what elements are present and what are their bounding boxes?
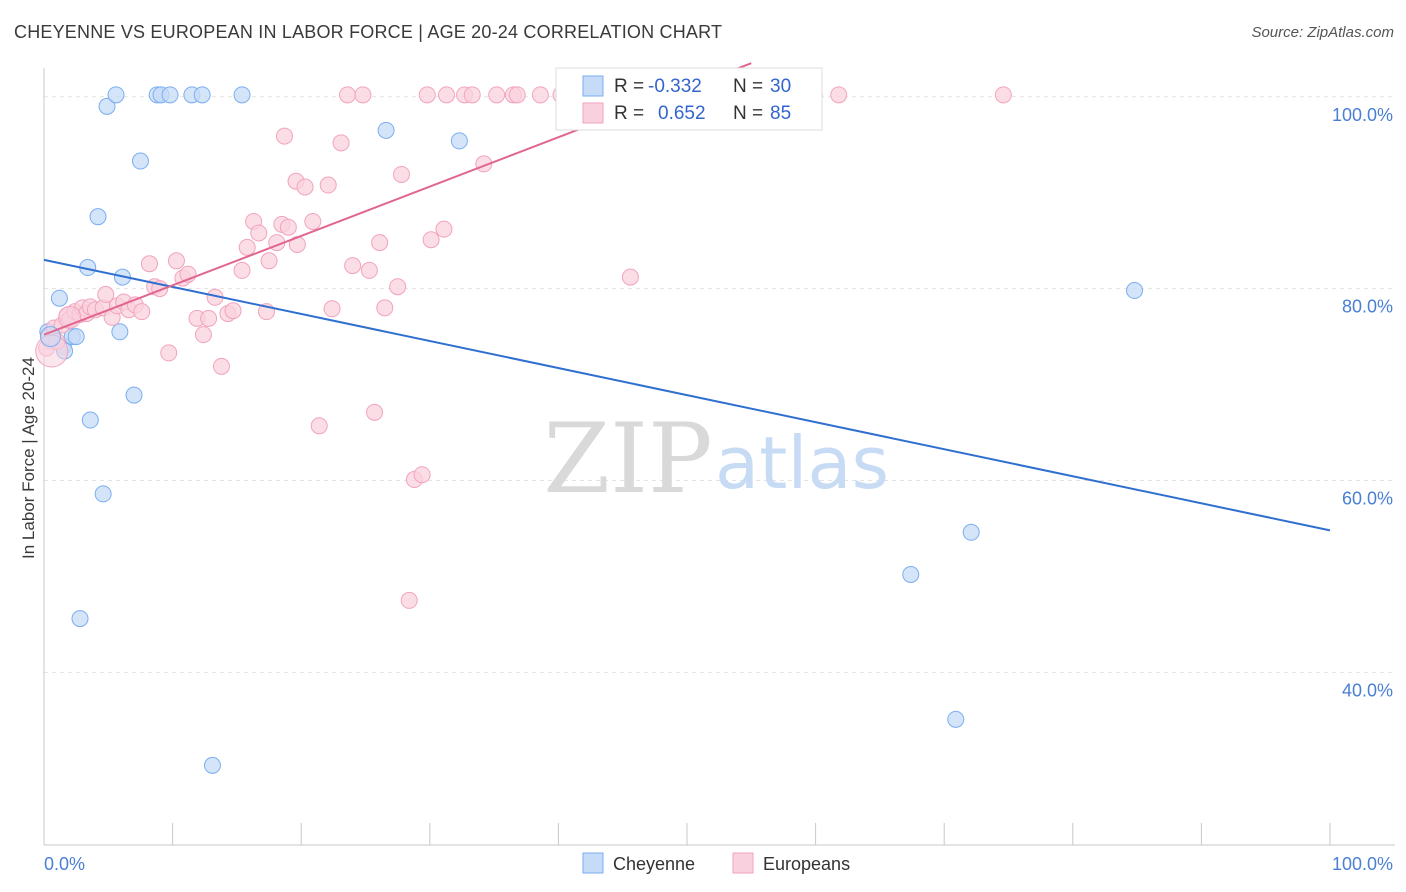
point-europeans-59 [376, 299, 394, 317]
legend-n-label-0: N = [733, 76, 763, 97]
point-europeans-57 [366, 403, 384, 421]
point-europeans-65 [418, 86, 436, 104]
point-europeans-30 [200, 309, 218, 327]
point-europeans-14 [97, 285, 115, 303]
point-cheyenne-12 [98, 97, 116, 115]
y-tick-label-40: 40.0% [1342, 680, 1393, 700]
point-europeans-38 [250, 224, 268, 242]
point-europeans-32 [212, 357, 230, 375]
point-europeans-35 [233, 261, 251, 279]
point-europeans-20 [133, 303, 151, 321]
point-cheyenne-30 [1126, 282, 1144, 300]
legend-r-value-0: -0.332 [648, 76, 702, 97]
x-tick-label-1: 100.0% [1332, 854, 1393, 874]
watermark-atlas: atlas [715, 421, 889, 505]
point-cheyenne-23 [203, 756, 221, 774]
point-europeans-61 [393, 165, 411, 183]
point-cheyenne-13 [107, 86, 125, 104]
point-cheyenne-26 [450, 132, 468, 150]
point-cheyenne-16 [125, 386, 143, 404]
point-europeans-40 [260, 252, 278, 270]
legend-n-value-0: 30 [770, 76, 791, 97]
point-europeans-70 [463, 86, 481, 104]
point-europeans-58 [371, 234, 389, 252]
point-europeans-29 [194, 326, 212, 344]
point-europeans-72 [488, 86, 506, 104]
legend-r-value-1: 0.652 [658, 103, 706, 124]
y-axis-label: In Labor Force | Age 20-24 [19, 357, 38, 559]
point-europeans-77 [621, 268, 639, 286]
point-europeans-43 [279, 218, 297, 236]
point-europeans-36 [238, 238, 256, 256]
series-swatch-cheyenne [582, 852, 604, 874]
point-europeans-75 [531, 86, 549, 104]
point-cheyenne-10 [89, 208, 107, 226]
chart-title: CHEYENNE VS EUROPEAN IN LABOR FORCE | AG… [14, 22, 723, 42]
point-europeans-83 [830, 86, 848, 104]
point-europeans-55 [354, 86, 372, 104]
point-europeans-25 [167, 252, 185, 270]
point-europeans-51 [323, 300, 341, 318]
point-europeans-45 [275, 127, 293, 145]
point-europeans-54 [344, 257, 362, 275]
axes [43, 68, 1395, 846]
legend-r-label-1: R = [614, 103, 644, 124]
x-tick-labels: 0.0% 100.0% [44, 854, 1393, 874]
point-europeans-48 [304, 212, 322, 230]
point-cheyenne-14 [111, 323, 129, 341]
legend: R = -0.332 N = 30 R = 0.652 N = 85 [555, 67, 823, 131]
point-europeans-56 [360, 261, 378, 279]
point-cheyenne-11 [94, 485, 112, 503]
point-cheyenne-20 [161, 86, 179, 104]
point-cheyenne-25 [377, 121, 395, 139]
point-cheyenne-cluster [39, 326, 61, 348]
point-europeans-47 [296, 178, 314, 196]
point-cheyenne-27 [902, 565, 920, 583]
legend-n-label-1: N = [733, 103, 763, 124]
point-europeans-66 [422, 231, 440, 249]
point-cheyenne-2 [50, 289, 68, 307]
trend-line-cheyenne [43, 258, 1331, 532]
point-europeans-67 [435, 220, 453, 238]
point-europeans-24 [160, 344, 178, 362]
x-tick-label-0: 0.0% [44, 854, 85, 874]
point-cheyenne-22 [193, 86, 211, 104]
y-tick-label-100: 100.0% [1332, 105, 1393, 125]
point-europeans-84 [994, 86, 1012, 104]
grid [44, 96, 1395, 673]
legend-swatch-cheyenne [582, 75, 604, 97]
point-europeans-74 [508, 86, 526, 104]
point-cheyenne-28 [962, 523, 980, 541]
point-europeans-64 [413, 466, 431, 484]
point-europeans-34 [224, 302, 242, 320]
y-tick-label-60: 60.0% [1342, 488, 1393, 508]
point-cheyenne-29 [947, 710, 965, 728]
point-cheyenne-17 [131, 152, 149, 170]
legend-r-label-0: R = [614, 76, 644, 97]
point-cheyenne-9 [81, 411, 99, 429]
point-europeans-68 [438, 86, 456, 104]
y-tick-labels: 40.0% 60.0% 80.0% 100.0% [1332, 105, 1393, 701]
watermark: ZIP atlas [543, 403, 889, 515]
source-label: Source: ZipAtlas.com [1251, 24, 1394, 41]
point-europeans-21 [140, 255, 158, 273]
point-europeans-53 [338, 86, 356, 104]
legend-n-value-1: 85 [770, 103, 791, 124]
point-europeans-60 [389, 278, 407, 296]
point-cheyenne-6 [67, 328, 85, 346]
legend-swatch-europeans [582, 102, 604, 124]
point-cheyenne-24 [233, 86, 251, 104]
watermark-zip: ZIP [543, 403, 712, 515]
point-cheyenne-7 [71, 610, 89, 628]
point-europeans-50 [319, 176, 337, 194]
series-label-cheyenne: Cheyenne [613, 854, 695, 874]
point-europeans-52 [332, 134, 350, 152]
series-legend: Cheyenne Europeans [582, 852, 850, 874]
point-europeans-49 [310, 417, 328, 435]
series-label-europeans: Europeans [763, 854, 850, 874]
y-tick-label-80: 80.0% [1342, 297, 1393, 317]
series-swatch-europeans [732, 852, 754, 874]
point-europeans-62 [400, 591, 418, 609]
